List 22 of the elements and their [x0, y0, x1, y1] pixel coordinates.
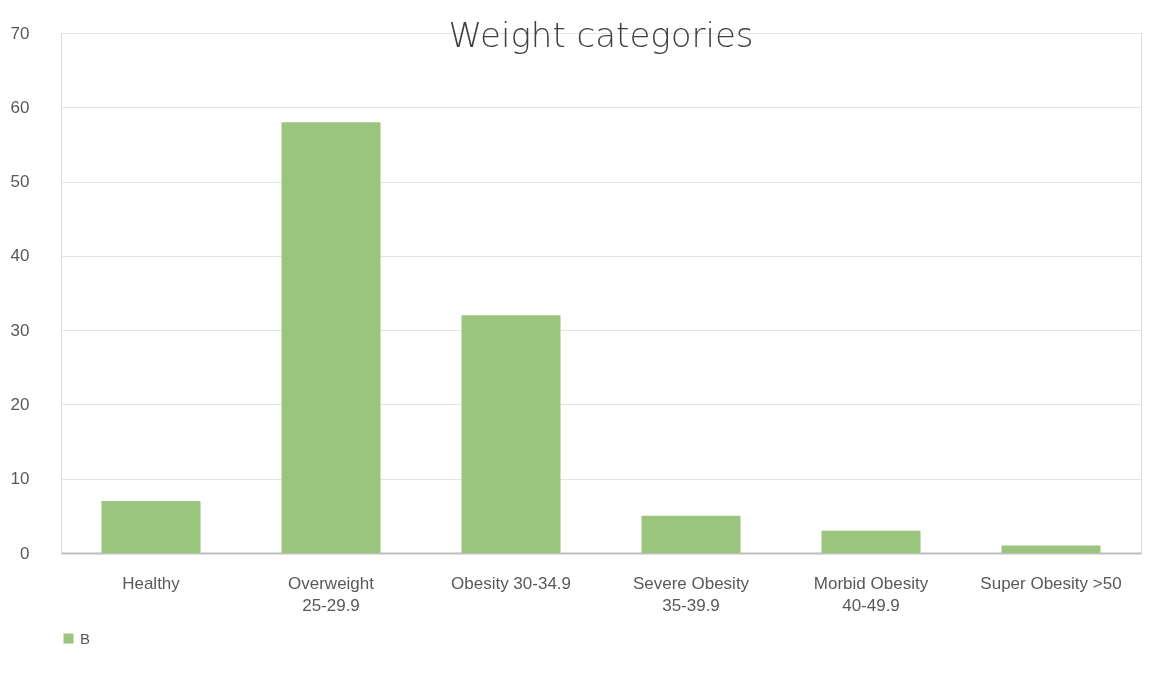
x-tick-label: Overweight 25-29.9	[288, 573, 375, 615]
x-tick-label: Morbid Obesity 40-49.9	[813, 573, 929, 615]
y-tick-label: 40	[10, 246, 30, 266]
bar	[461, 315, 561, 553]
y-tick-label: 50	[10, 172, 30, 192]
x-tick-label: Healthy	[122, 573, 181, 593]
y-tick-label: 70	[10, 23, 30, 43]
bar	[821, 530, 921, 553]
y-tick-label: 10	[10, 469, 30, 489]
bar	[281, 122, 381, 553]
y-tick-label: 60	[10, 97, 30, 117]
y-tick-label: 0	[20, 543, 30, 563]
legend-label: B	[80, 629, 91, 647]
y-tick-label: 30	[10, 320, 30, 340]
bar	[1001, 545, 1101, 553]
x-tick-label: Severe Obesity 35-39.9	[632, 573, 750, 615]
x-tick-label: Obesity 30-34.9	[450, 573, 572, 593]
y-tick-label: 20	[10, 394, 30, 414]
chart-title: Weight categories	[448, 15, 754, 55]
x-tick-label: Super Obesity >50	[980, 573, 1122, 593]
bar	[101, 501, 201, 553]
bar	[641, 515, 741, 553]
